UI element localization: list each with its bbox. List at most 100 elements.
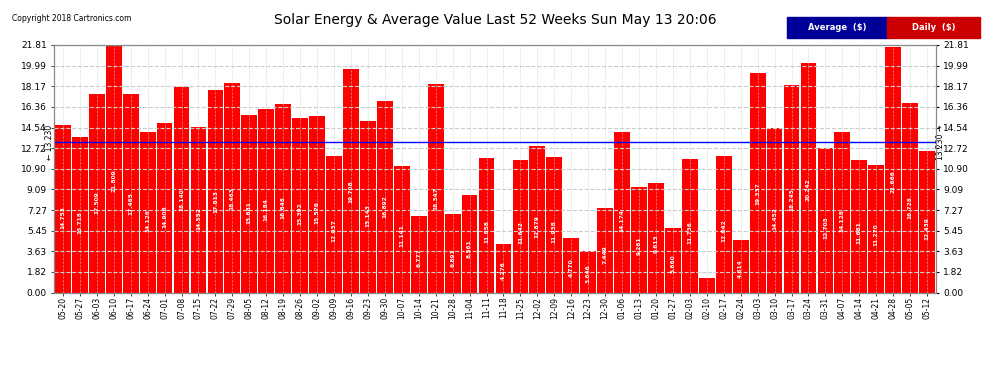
Text: 14.908: 14.908 [162,205,167,228]
Text: 21.666: 21.666 [891,170,896,193]
Bar [699,278,715,292]
Text: 11.736: 11.736 [687,221,692,244]
Text: 12.879: 12.879 [535,215,540,238]
Bar [801,63,817,292]
Text: 12.042: 12.042 [722,220,727,242]
Bar [546,157,562,292]
Text: 14.126: 14.126 [146,209,150,232]
Text: 3.646: 3.646 [586,264,591,283]
Bar [208,90,224,292]
Text: 11.141: 11.141 [399,224,404,247]
Text: Solar Energy & Average Value Last 52 Weeks Sun May 13 20:06: Solar Energy & Average Value Last 52 Wee… [273,13,717,27]
Text: Copyright 2018 Cartronics.com: Copyright 2018 Cartronics.com [12,13,132,22]
Bar [55,125,71,292]
Bar [106,45,122,292]
Text: 11.681: 11.681 [856,221,862,244]
Text: 17.813: 17.813 [213,190,218,213]
Text: 18.347: 18.347 [434,188,439,210]
Bar [156,123,172,292]
Text: 15.681: 15.681 [247,201,251,224]
Bar [733,240,748,292]
Text: 18.245: 18.245 [789,188,794,211]
Text: 8.561: 8.561 [467,239,472,258]
Bar [632,188,646,292]
Bar [885,46,901,292]
Bar [868,165,884,292]
Bar [563,238,579,292]
Text: 11.270: 11.270 [874,224,879,246]
Text: 14.174: 14.174 [620,209,625,231]
Text: 11.858: 11.858 [484,220,489,243]
Text: 7.449: 7.449 [603,245,608,264]
Bar [784,86,799,292]
Text: 15.143: 15.143 [365,204,370,226]
Text: 16.648: 16.648 [281,196,286,219]
Text: 4.770: 4.770 [568,259,574,278]
Bar [648,183,664,292]
Text: 19.708: 19.708 [348,180,353,203]
Bar [530,146,545,292]
Bar [580,251,596,292]
Text: 4.276: 4.276 [501,261,506,280]
Text: 12.439: 12.439 [925,217,930,240]
Bar [394,166,410,292]
Bar [478,158,494,292]
Text: 6.891: 6.891 [450,248,455,267]
Text: 21.809: 21.809 [111,170,116,192]
Text: 16.892: 16.892 [382,195,387,217]
Bar [496,244,512,292]
Bar [140,132,155,292]
Text: 11.938: 11.938 [551,220,556,243]
Text: 4.614: 4.614 [739,260,743,278]
Bar [411,216,427,292]
Text: Daily  ($): Daily ($) [912,22,955,32]
Bar [851,160,867,292]
Text: 15.392: 15.392 [298,202,303,225]
Text: 5.660: 5.660 [670,254,675,273]
Bar [377,101,393,292]
Bar [682,159,698,292]
Bar [902,103,918,292]
Bar [513,160,529,292]
Text: 9.613: 9.613 [653,234,658,253]
Text: 17.465: 17.465 [128,192,134,215]
Bar [242,114,257,292]
Text: 14.452: 14.452 [772,207,777,230]
Bar [887,17,980,38]
Bar [344,69,358,292]
Bar [326,156,342,292]
Bar [665,228,681,292]
Text: 13.230 →: 13.230 → [937,125,945,160]
Bar [428,84,444,292]
Text: 17.509: 17.509 [94,192,99,214]
Text: 11.642: 11.642 [518,222,523,245]
Text: 20.242: 20.242 [806,178,811,201]
Bar [258,109,274,292]
Text: Average  ($): Average ($) [808,22,866,32]
Text: 14.552: 14.552 [196,207,201,230]
Text: 14.128: 14.128 [840,209,844,232]
Text: 12.703: 12.703 [823,216,828,239]
Bar [919,152,935,292]
Bar [191,128,206,292]
Bar [818,148,834,292]
Bar [445,214,460,292]
Bar [275,104,291,292]
Bar [360,121,376,292]
Bar [225,83,241,292]
Bar [597,208,613,292]
Text: 19.337: 19.337 [755,182,760,205]
Text: ← 13.230: ← 13.230 [45,125,53,160]
Bar [614,132,630,292]
Bar [461,195,477,292]
Bar [766,129,782,292]
Bar [835,132,850,292]
Text: 18.140: 18.140 [179,189,184,211]
Text: 14.753: 14.753 [60,206,65,229]
Bar [716,156,732,292]
Text: 6.777: 6.777 [416,249,422,267]
Bar [89,94,105,292]
Bar [72,137,88,292]
Text: 13.718: 13.718 [77,211,82,234]
Text: 12.037: 12.037 [332,220,337,242]
